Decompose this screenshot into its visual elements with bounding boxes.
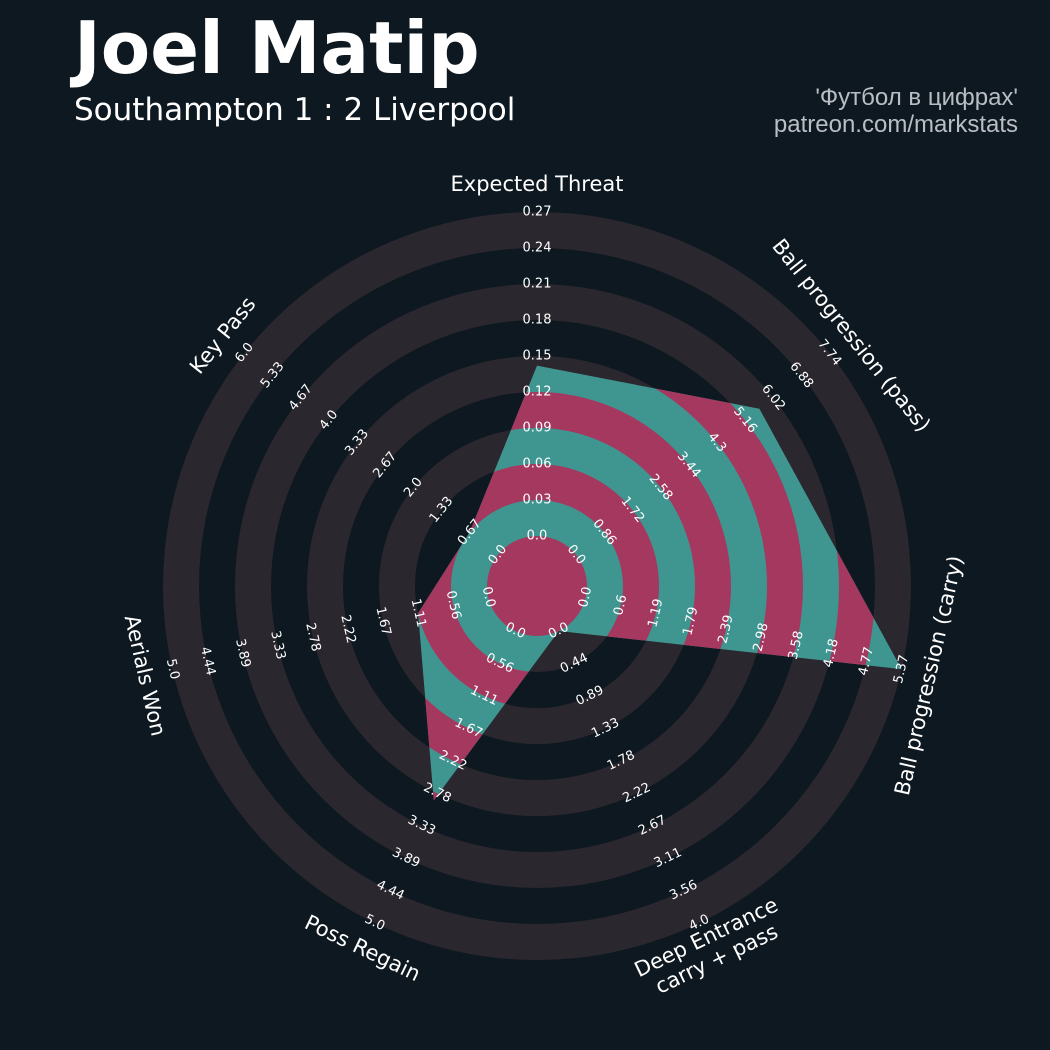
tick-label: 0.15 bbox=[523, 349, 552, 364]
tick-label: 0.12 bbox=[523, 385, 552, 400]
tick-label: 0.21 bbox=[523, 277, 552, 292]
tick-label: 2.78 bbox=[302, 621, 323, 653]
tick-label: 2.39 bbox=[716, 613, 737, 645]
tick-label: 0.03 bbox=[523, 493, 552, 508]
tick-label: 5.0 bbox=[163, 657, 182, 681]
value-polygon-group bbox=[418, 365, 902, 801]
axis-label: Aerials Won bbox=[120, 613, 171, 739]
tick-label: 1.67 bbox=[372, 605, 393, 637]
axis-label: Expected Threat bbox=[451, 172, 624, 196]
tick-label: 0.0 bbox=[576, 585, 595, 609]
tick-label: 4.77 bbox=[856, 645, 877, 677]
tick-label: 0.27 bbox=[523, 205, 552, 220]
credit-line-2: patreon.com/markstats bbox=[773, 111, 1018, 138]
tick-label: 0.18 bbox=[523, 313, 552, 328]
tick-label: 2.98 bbox=[751, 621, 772, 653]
credit-block: 'Футбол в цифрах' patreon.com/markstats bbox=[774, 84, 1018, 138]
tick-label: 1.19 bbox=[645, 597, 666, 629]
tick-label: 3.33 bbox=[267, 629, 288, 661]
tick-label: 1.11 bbox=[408, 597, 429, 629]
tick-label: 1.79 bbox=[680, 605, 701, 637]
tick-label: 0.0 bbox=[527, 529, 548, 544]
credit-line-1: 'Футбол в цифрах' bbox=[815, 84, 1018, 111]
tick-label: 5.37 bbox=[891, 653, 912, 685]
tick-label: 3.58 bbox=[786, 629, 807, 661]
tick-label: 4.44 bbox=[197, 645, 218, 677]
player-name: Joel Matip bbox=[74, 6, 480, 90]
tick-label: 0.56 bbox=[443, 589, 464, 621]
tick-label: 0.09 bbox=[523, 421, 552, 436]
tick-label: 3.89 bbox=[232, 637, 253, 669]
tick-label: 0.06 bbox=[523, 457, 552, 472]
value-polygon-bands bbox=[418, 365, 902, 801]
match-title: Southampton 1 : 2 Liverpool bbox=[74, 92, 516, 128]
tick-label: 0.24 bbox=[523, 241, 552, 256]
tick-label: 2.22 bbox=[337, 613, 358, 645]
tick-label: 4.18 bbox=[821, 637, 842, 669]
tick-label: 0.6 bbox=[611, 593, 630, 617]
tick-label: 0.0 bbox=[479, 585, 498, 609]
